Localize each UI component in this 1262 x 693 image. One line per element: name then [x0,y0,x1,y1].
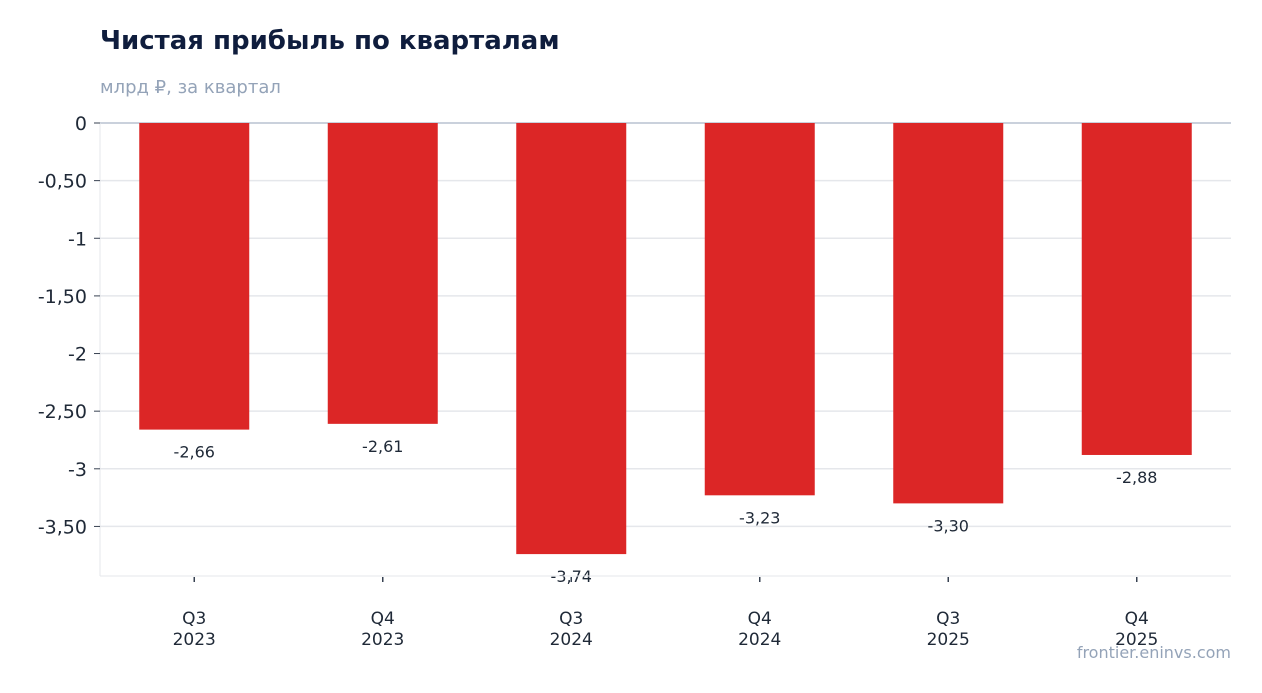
x-tick-label: 2025 [927,630,970,650]
y-tick-label: -1 [68,228,87,250]
data-label: -2,61 [362,437,403,456]
y-tick-label: -0,50 [38,171,87,193]
x-tick-label: Q4 [1125,609,1149,629]
y-tick-label: -3,50 [38,516,87,538]
bar [704,123,815,496]
bar [1081,123,1192,455]
y-tick-label: -1,50 [38,286,87,308]
data-label: -3,30 [928,516,969,535]
y-tick-label: -3 [68,459,87,481]
data-label: -2,88 [1116,468,1157,487]
x-tick-label: Q3 [936,609,960,629]
x-tick-label: 2024 [550,630,593,650]
bar [893,123,1004,504]
bar [327,123,438,424]
y-tick-label: -2 [68,344,87,366]
watermark: frontier.eninvs.com [1076,643,1231,662]
y-axis: 0 -0,50 -1 -1,50 -2 -2,50 -3 -3,50 [38,113,101,576]
x-tick-label: Q4 [371,609,395,629]
x-tick-label: Q3 [182,609,206,629]
bars [139,123,1192,555]
x-tick-label: 2025 [1115,630,1158,650]
y-tick-label: -2,50 [38,401,87,423]
x-tick-label: Q4 [748,609,772,629]
x-tick-label: 2023 [173,630,216,650]
data-label: -3,23 [739,508,780,527]
y-tick-label: 0 [75,113,87,135]
data-label: -3,74 [551,567,592,586]
bar [516,123,627,555]
x-tick-label: 2024 [738,630,781,650]
data-label: -2,66 [174,443,215,462]
chart-title: Чистая прибыль по кварталам [100,26,560,56]
data-labels: -2,66 -2,61 -3,74 -3,23 -3,30 -2,88 [174,437,1158,586]
x-tick-label: Q3 [559,609,583,629]
bar [139,123,250,430]
gridlines [100,122,1231,528]
x-tick-label: 2023 [361,630,404,650]
chart-subtitle: млрд ₽, за квартал [100,77,281,98]
